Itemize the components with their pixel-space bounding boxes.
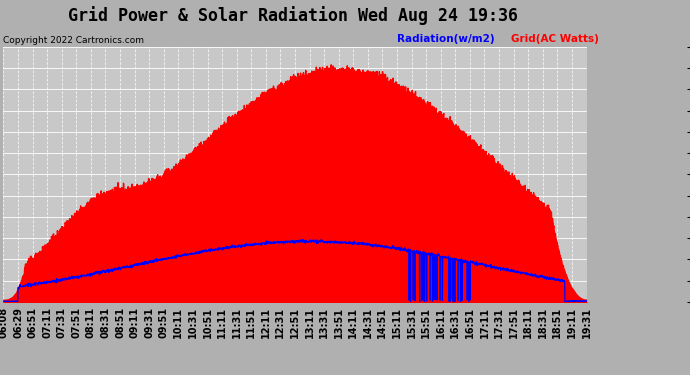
Text: 17:31: 17:31	[494, 306, 504, 338]
Text: 08:31: 08:31	[101, 306, 110, 338]
Text: 16:51: 16:51	[465, 306, 475, 338]
Text: 10:11: 10:11	[173, 306, 184, 338]
Text: 13:51: 13:51	[334, 306, 344, 338]
Text: 14:31: 14:31	[363, 306, 373, 338]
Text: 07:51: 07:51	[71, 306, 81, 338]
Text: 17:11: 17:11	[480, 306, 489, 338]
Text: 09:31: 09:31	[144, 306, 154, 338]
Text: 18:31: 18:31	[538, 306, 548, 338]
Text: 07:31: 07:31	[57, 306, 67, 338]
Text: 10:31: 10:31	[188, 306, 198, 338]
Text: Copyright 2022 Cartronics.com: Copyright 2022 Cartronics.com	[3, 36, 144, 45]
Text: 19:31: 19:31	[582, 306, 591, 338]
Text: 12:11: 12:11	[261, 306, 270, 338]
Text: 06:08: 06:08	[0, 306, 8, 338]
Text: 08:11: 08:11	[86, 306, 96, 338]
Text: 11:11: 11:11	[217, 306, 227, 338]
Text: Grid Power & Solar Radiation Wed Aug 24 19:36: Grid Power & Solar Radiation Wed Aug 24 …	[68, 6, 518, 25]
Text: 17:51: 17:51	[509, 306, 519, 338]
Text: 15:31: 15:31	[406, 306, 417, 338]
Text: 13:31: 13:31	[319, 306, 329, 338]
Text: 18:51: 18:51	[553, 306, 562, 338]
Text: 19:11: 19:11	[567, 306, 577, 338]
Text: 10:51: 10:51	[203, 306, 213, 338]
Text: 12:31: 12:31	[275, 306, 286, 338]
Text: 11:31: 11:31	[232, 306, 241, 338]
Text: 16:31: 16:31	[451, 306, 460, 338]
Text: Radiation(w/m2): Radiation(w/m2)	[397, 34, 494, 44]
Text: 16:11: 16:11	[436, 306, 446, 338]
Text: 15:51: 15:51	[421, 306, 431, 338]
Text: 14:51: 14:51	[377, 306, 387, 338]
Text: 11:51: 11:51	[246, 306, 256, 338]
Text: Grid(AC Watts): Grid(AC Watts)	[511, 34, 598, 44]
Text: 09:51: 09:51	[159, 306, 169, 338]
Text: 15:11: 15:11	[392, 306, 402, 338]
Text: 18:11: 18:11	[523, 306, 533, 338]
Text: 13:11: 13:11	[304, 306, 315, 338]
Text: 07:11: 07:11	[42, 306, 52, 338]
Text: 09:11: 09:11	[130, 306, 139, 338]
Text: 06:51: 06:51	[28, 306, 37, 338]
Text: 14:11: 14:11	[348, 306, 358, 338]
Text: 06:29: 06:29	[13, 306, 23, 338]
Text: 12:51: 12:51	[290, 306, 300, 338]
Text: 08:51: 08:51	[115, 306, 125, 338]
